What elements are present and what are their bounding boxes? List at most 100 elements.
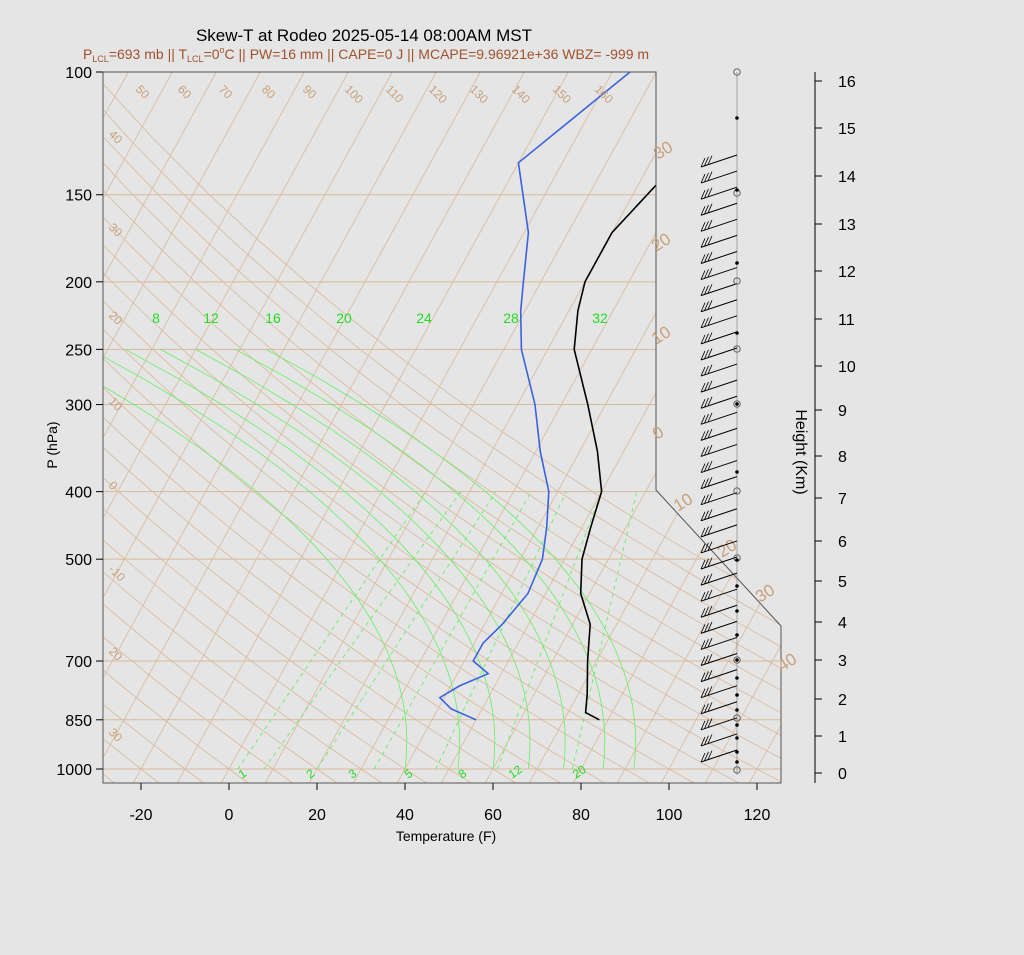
temperature-tick-label: 60: [484, 807, 502, 824]
dry-adiabat: [103, 72, 781, 783]
wind-barb: [700, 443, 738, 457]
pressure-tick-label: 200: [65, 275, 92, 292]
isotherm-line: [308, 72, 710, 783]
dry-adiabat: [103, 72, 384, 783]
height-marker-dot: [735, 331, 739, 335]
dry-adiabat: [103, 72, 562, 783]
temperature-tick-label: 20: [308, 807, 326, 824]
isotherm-line: [103, 72, 314, 783]
height-marker-dot: [735, 188, 739, 192]
isotherm-line: [264, 72, 666, 783]
dry-adiabat: [103, 72, 295, 783]
adiabat-label-top: 130: [467, 82, 491, 106]
isotherm-label: 30: [752, 580, 778, 606]
wind-barb: [700, 749, 738, 763]
isotherm-line: [837, 56, 1024, 783]
dry-adiabat: [103, 72, 205, 783]
height-marker-dot: [735, 750, 739, 754]
isotherm-label: 30: [650, 137, 676, 163]
y-axis-label: P (hPa): [44, 421, 60, 468]
height-marker-dot: [735, 261, 739, 265]
isotherm-line: [793, 56, 1024, 783]
wind-barb: [700, 427, 738, 441]
wind-barb: [700, 556, 738, 570]
wind-barb: [700, 363, 738, 377]
adiabat-label-top: 150: [550, 82, 574, 106]
isotherm-line: [0, 56, 5, 783]
height-marker-dot: [735, 658, 739, 662]
sounding-profiles: [438, 72, 781, 721]
wind-barb: [700, 251, 738, 264]
wind-barb: [700, 186, 738, 200]
height-tick-label: 15: [838, 121, 856, 138]
wind-barb: [700, 492, 738, 506]
isotherm-line: [0, 56, 93, 783]
height-marker-dot: [735, 584, 739, 588]
isotherm-line: [132, 72, 534, 783]
wind-barb: [700, 476, 738, 490]
height-marker-circle: [733, 766, 741, 774]
adiabat-label-top: 80: [259, 82, 279, 102]
mixing-ratio-line: [237, 491, 426, 770]
x-axis-label: Temperature (F): [396, 828, 496, 844]
temperature-tick-label: 120: [744, 807, 771, 824]
isotherm-line: [103, 72, 182, 783]
adiabat-label-top: 140: [509, 82, 533, 106]
mixing-ratio-line: [373, 491, 532, 770]
wind-barb: [700, 267, 738, 281]
wind-barb: [700, 411, 738, 425]
dry-adiabat: [103, 72, 161, 783]
dry-adiabat: [103, 72, 781, 783]
mixing-ratio-label-bottom: 8: [456, 766, 470, 781]
height-marker-circle: [733, 400, 741, 408]
height-tick-label: 3: [838, 653, 847, 670]
height-tick-label: 8: [838, 449, 847, 466]
adiabat-label-top: 100: [342, 82, 366, 106]
background-grid: [0, 56, 1024, 784]
wind-barb: [700, 395, 738, 409]
height-tick-label: 4: [838, 615, 847, 632]
height-marker-dot: [735, 116, 739, 120]
pressure-tick-label: 500: [65, 552, 92, 569]
wind-barbs: [700, 68, 741, 775]
isotherm-line: [748, 72, 781, 783]
isotherm-line: [352, 72, 754, 783]
isotherm-line: [484, 72, 781, 783]
dry-adiabat: [0, 72, 26, 784]
mixing-ratio-label-top: 20: [336, 310, 352, 326]
wind-barb: [700, 154, 738, 168]
dry-adiabat: [103, 72, 518, 783]
pressure-tick-label: 400: [65, 485, 92, 502]
isotherm-line: [220, 72, 622, 783]
adiabat-label-left: 10: [106, 394, 126, 414]
moist-adiabat: [195, 349, 566, 770]
height-marker-dot: [735, 723, 739, 727]
wind-barb: [700, 733, 738, 747]
adiabat-label-left: 40: [106, 127, 126, 147]
temperature-tick-label: 80: [572, 807, 590, 824]
pressure-tick-label: 300: [65, 398, 92, 415]
wind-barb: [700, 685, 738, 699]
height-marker-dot: [735, 760, 739, 764]
wind-barb: [700, 604, 738, 618]
mixing-ratio-label-bottom: 20: [570, 762, 589, 781]
wind-barb: [700, 701, 738, 715]
wind-barb: [700, 202, 738, 216]
adiabat-label-left: 0: [106, 478, 121, 493]
dry-adiabat: [103, 72, 473, 783]
height-marker-dot: [735, 693, 739, 697]
chart-title: Skew-T at Rodeo 2025-05-14 08:00AM MST: [196, 26, 532, 45]
moist-adiabat: [103, 349, 408, 770]
height-tick-label: 9: [838, 403, 847, 420]
pressure-tick-label: 850: [65, 713, 92, 730]
wind-barb: [700, 299, 738, 313]
height-tick-label: 5: [838, 574, 847, 591]
wind-barb: [700, 170, 738, 184]
height-tick-label: 10: [838, 359, 856, 376]
dry-adiabat: [103, 72, 781, 783]
pressure-tick-label: 100: [65, 65, 92, 82]
height-tick-label: 11: [838, 312, 855, 329]
wind-barb: [700, 636, 738, 650]
wind-barb: [700, 572, 738, 586]
